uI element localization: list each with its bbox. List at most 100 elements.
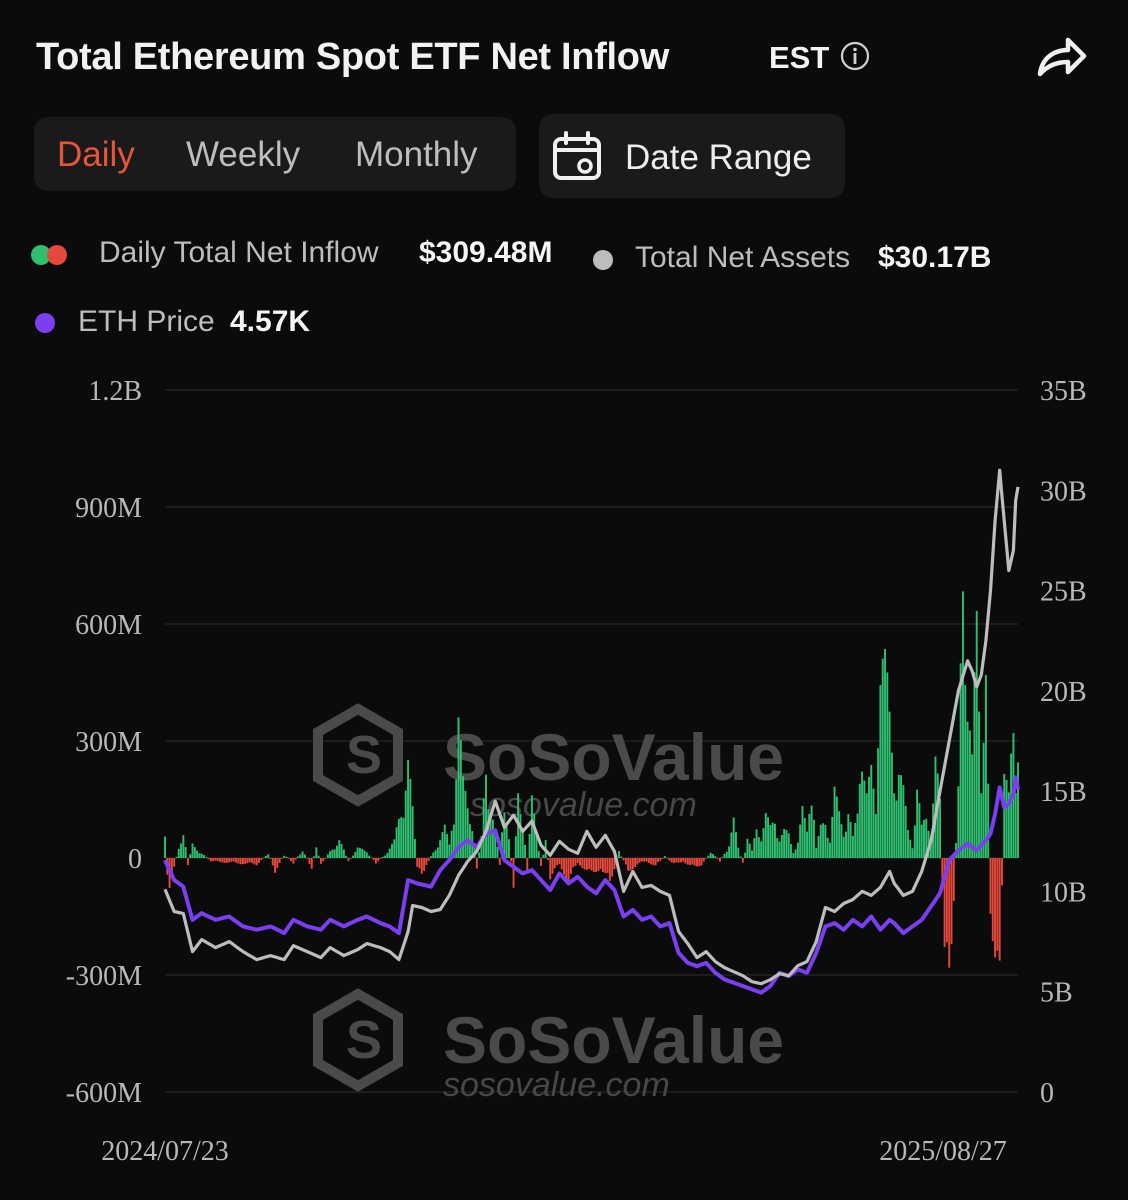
inflow-bar [618, 851, 620, 858]
inflow-bar [771, 822, 774, 858]
inflow-bar [881, 658, 884, 858]
right-axis-tick-label: 20B [1040, 677, 1087, 708]
inflow-bar [684, 858, 687, 864]
inflow-chart: S SoSoValue sosovalue.com S SoSoValue so… [66, 376, 1087, 1167]
inflow-bar [794, 849, 797, 858]
inflow-bar [707, 855, 710, 858]
right-axis-tick-label: 5B [1040, 978, 1073, 1009]
inflow-bar [313, 856, 316, 858]
inflow-bar [696, 858, 698, 867]
period-tabs: Daily Weekly Monthly [34, 117, 516, 191]
inflow-bar [833, 786, 836, 858]
inflow-bar [182, 835, 185, 858]
inflow-bar [657, 858, 659, 862]
inflow-bar [567, 858, 570, 882]
inflow-bar [799, 824, 802, 858]
tab-daily[interactable]: Daily [57, 135, 135, 174]
inflow-bar [670, 858, 673, 863]
inflow-bar [407, 759, 410, 858]
inflow-bar [622, 858, 625, 861]
inflow-bar [916, 789, 919, 858]
inflow-bar [817, 836, 820, 858]
inflow-bar [409, 778, 412, 858]
inflow-bar [872, 788, 875, 858]
inflow-bar [434, 850, 437, 858]
inflow-bar [737, 847, 740, 858]
inflow-bar [170, 858, 173, 877]
inflow-bar [462, 776, 465, 858]
right-axis-tick-label: 15B [1040, 777, 1087, 808]
inflow-bar [835, 796, 838, 858]
inflow-bar [693, 858, 696, 866]
inflow-bar [184, 847, 187, 858]
inflow-bar [244, 858, 247, 864]
left-axis-tick-label: 1.2B [88, 376, 142, 407]
inflow-bar [815, 847, 818, 858]
inflow-bar [682, 858, 685, 862]
inflow-bar [491, 819, 494, 858]
inflow-bar [427, 858, 430, 861]
inflow-bar [753, 838, 756, 858]
inflow-bar [936, 773, 939, 858]
inflow-bar [748, 843, 751, 858]
inflow-bar [663, 856, 666, 858]
inflow-bar [592, 858, 595, 872]
inflow-bar [372, 858, 375, 861]
inflow-bar [565, 858, 568, 880]
inflow-bar [698, 858, 701, 867]
inflow-bar [540, 858, 543, 866]
inflow-bar [354, 851, 357, 858]
inflow-bar [324, 858, 327, 859]
right-axis-tick-label: 30B [1040, 476, 1087, 507]
inflow-bar [634, 858, 637, 867]
inflow-bar [563, 858, 565, 875]
share-icon[interactable] [1036, 34, 1088, 80]
inflow-bar [984, 674, 987, 858]
inflow-bar [507, 839, 510, 858]
inflow-bar [413, 839, 416, 858]
inflow-bar [773, 823, 776, 858]
inflow-bar [303, 854, 306, 858]
info-icon[interactable] [840, 41, 870, 71]
watermark-brand: SoSoValue [443, 720, 784, 794]
inflow-bar [604, 858, 607, 874]
inflow-bar [482, 798, 485, 858]
inflow-bar [597, 858, 600, 872]
inflow-bar [255, 858, 258, 866]
inflow-bar [959, 663, 962, 858]
inflow-bar [175, 856, 178, 858]
inflow-bar [494, 828, 497, 858]
inflow-bar [186, 858, 189, 866]
right-axis-tick-label: 10B [1040, 877, 1087, 908]
inflow-bar [902, 785, 905, 858]
inflow-bar [388, 848, 391, 858]
inflow-bar [553, 858, 556, 869]
inflow-bar [987, 783, 990, 858]
watermark-bottom: S SoSoValue sosovalue.com [313, 988, 784, 1104]
inflow-bar [831, 816, 834, 858]
inflow-bar [661, 858, 664, 859]
tab-monthly[interactable]: Monthly [355, 135, 478, 174]
left-axis-tick-label: 900M [75, 493, 142, 524]
inflow-bar [867, 776, 870, 858]
inflow-bar [278, 858, 281, 863]
inflow-bar [478, 852, 481, 858]
legend-inflow-positive-dot [31, 245, 51, 265]
inflow-bar [333, 849, 336, 858]
inflow-bar [826, 837, 829, 858]
inflow-bar [404, 790, 407, 858]
inflow-bar [856, 813, 859, 858]
inflow-bar [551, 858, 554, 874]
date-range-button[interactable]: Date Range [539, 114, 845, 198]
inflow-bar [319, 858, 322, 864]
inflow-bar [455, 779, 458, 858]
inflow-bar [535, 831, 538, 858]
inflow-bar [225, 858, 228, 863]
inflow-bar [530, 795, 533, 858]
inflow-bar [212, 858, 215, 862]
watermark-top: S SoSoValue sosovalue.com [313, 703, 784, 824]
inflow-bar [260, 858, 263, 861]
tab-weekly[interactable]: Weekly [186, 135, 301, 174]
inflow-bar [785, 830, 788, 858]
inflow-bar [418, 858, 421, 869]
